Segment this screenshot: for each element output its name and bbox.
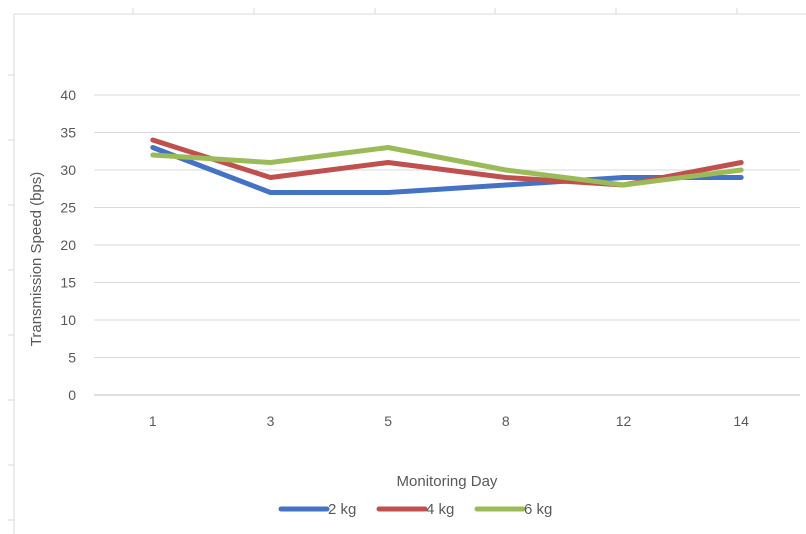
y-axis: 0 5 10 15 20 25 30 35 40 [60,87,76,403]
legend-label: 2 kg [328,501,356,518]
y-tick-label: 35 [60,125,76,141]
x-tick-label: 12 [616,413,632,429]
legend-item: 2 kg [278,501,356,518]
y-axis-title: Transmission Speed (bps) [28,172,45,347]
legend-label: 4 kg [426,501,454,518]
x-tick-label: 1 [149,413,157,429]
series-group [150,137,744,195]
gridlines [94,94,800,396]
x-axis-title: Monitoring Day [397,473,498,490]
y-tick-label: 25 [60,200,76,216]
y-tick-label: 5 [68,350,76,366]
y-tick-label: 20 [60,237,76,253]
series-line-6-kg [150,145,744,188]
y-tick-label: 40 [60,87,76,103]
x-tick-label: 3 [267,413,275,429]
y-tick-label: 10 [60,312,76,328]
legend-item: 4 kg [376,501,454,518]
x-tick-label: 5 [384,413,392,429]
x-tick-label: 14 [733,413,749,429]
x-tick-label: 8 [502,413,510,429]
y-tick-label: 30 [60,162,76,178]
sheet-ticks [8,8,738,521]
x-axis: 1 3 5 8 12 14 [149,413,749,429]
series-line-2-kg [150,145,744,195]
legend-item: 6 kg [474,501,552,518]
legend: 2 kg 4 kg 6 kg [278,501,552,518]
y-tick-label: 15 [60,275,76,291]
y-tick-label: 0 [68,387,76,403]
legend-label: 6 kg [524,501,552,518]
